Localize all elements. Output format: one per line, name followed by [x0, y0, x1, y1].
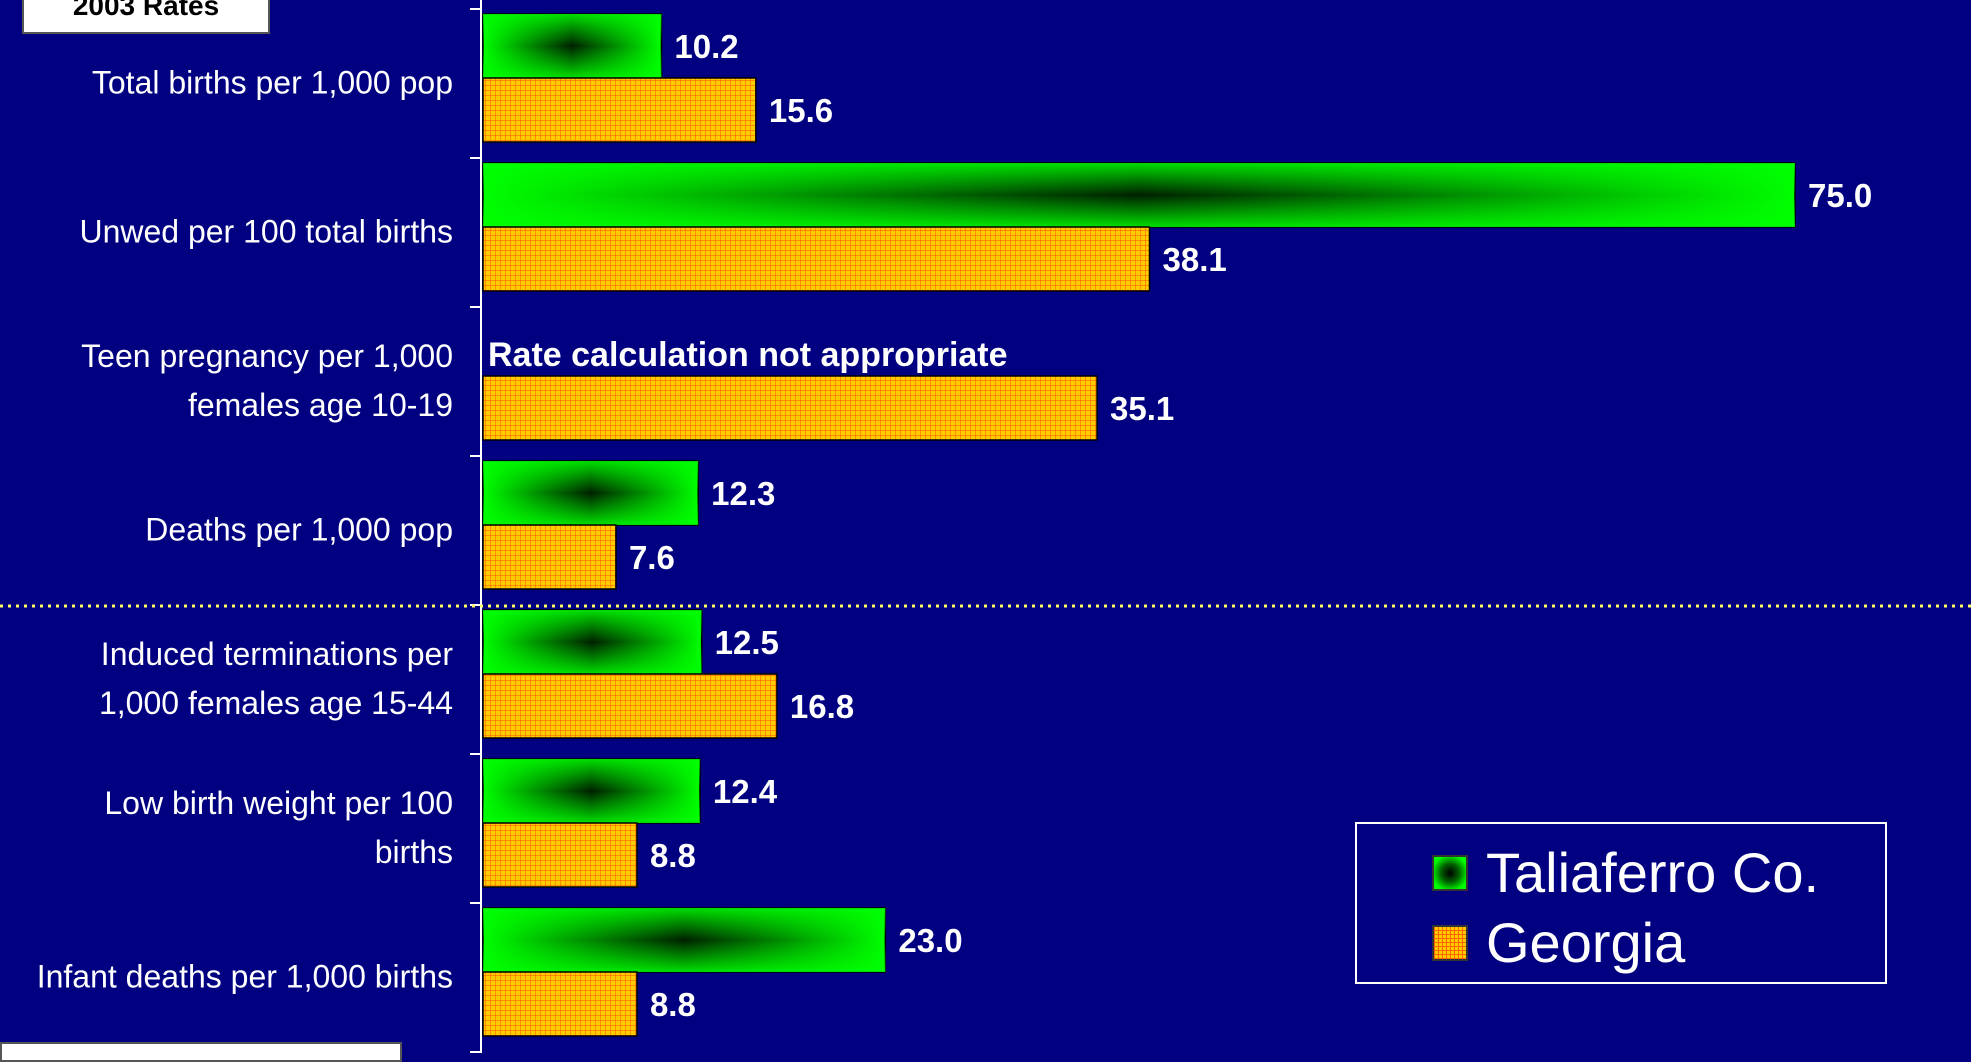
value-label-georgia: 35.1 [1110, 390, 1174, 427]
footer-box [0, 1042, 402, 1062]
legend-swatch-georgia [1432, 924, 1468, 961]
value-label-taliaferro: 10.2 [674, 28, 738, 65]
value-label-georgia: 8.8 [650, 986, 696, 1023]
category-label: Infant deaths per 1,000 births [37, 959, 453, 995]
chart-title: 2003 Rates [72, 0, 220, 21]
bar-georgia [482, 524, 617, 590]
category-label: Low birth weight per 100 births [104, 785, 453, 870]
legend-item-georgia: Georgia [1432, 910, 1685, 975]
value-label-georgia: 16.8 [790, 688, 854, 725]
bar-georgia [482, 673, 778, 739]
category-label: Deaths per 1,000 pop [145, 512, 453, 548]
bar-georgia [482, 77, 757, 143]
value-label-georgia: 38.1 [1162, 241, 1226, 278]
legend-label-taliaferro: Taliaferro Co. [1486, 841, 1820, 904]
annotation-rate-not-appropriate: Rate calculation not appropriate [488, 336, 1008, 374]
bar-taliaferro-shade [483, 14, 662, 78]
value-label-taliaferro: 12.5 [715, 624, 779, 661]
value-label-taliaferro: 12.3 [711, 475, 775, 512]
bar-taliaferro-shade [483, 908, 886, 972]
legend-label-georgia: Georgia [1486, 911, 1686, 974]
category-label: Unwed per 100 total births [79, 214, 453, 250]
category-label: Total births per 1,000 pop [92, 65, 453, 101]
legend-item-taliaferro: Taliaferro Co. [1432, 840, 1819, 905]
bar-taliaferro-shade [483, 759, 700, 823]
bar-taliaferro-shade [483, 163, 1795, 227]
chart-title-box: 2003 Rates [22, 0, 270, 34]
value-label-georgia: 15.6 [769, 92, 833, 129]
bar-georgia [482, 375, 1098, 441]
legend-swatch-taliaferro [1432, 854, 1468, 891]
bar-georgia [482, 971, 638, 1037]
category-label: Teen pregnancy per 1,000 females age 10-1… [81, 338, 453, 423]
value-label-taliaferro: 12.4 [713, 773, 778, 810]
value-label-georgia: 7.6 [629, 539, 675, 576]
value-label-georgia: 8.8 [650, 837, 696, 874]
value-label-taliaferro: 23.0 [898, 922, 962, 959]
bar-taliaferro-shade [483, 461, 699, 525]
bar-georgia [482, 822, 638, 888]
value-label-taliaferro: 75.0 [1808, 177, 1872, 214]
legend: Taliaferro Co. Georgia [1355, 822, 1887, 984]
category-label: Induced terminations per 1,000 females ag… [99, 636, 453, 721]
bar-taliaferro-shade [483, 610, 702, 674]
bar-georgia [482, 226, 1151, 292]
